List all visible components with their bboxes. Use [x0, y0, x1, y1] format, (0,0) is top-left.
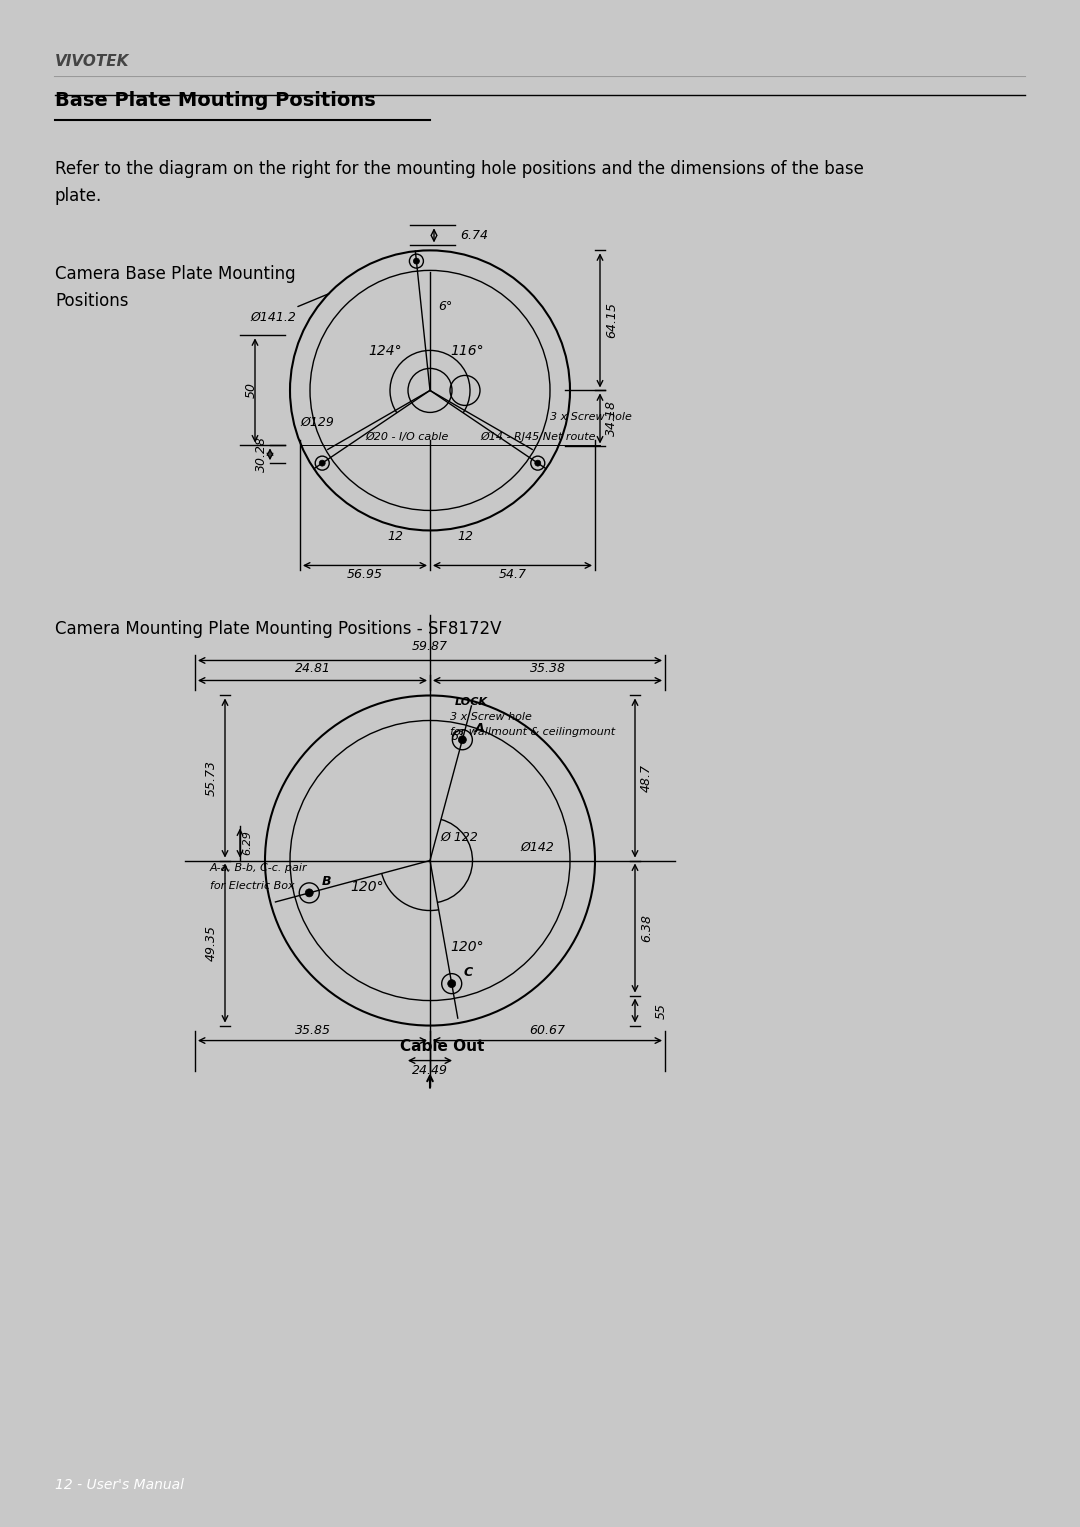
Circle shape — [320, 460, 325, 466]
Text: Ø142: Ø142 — [519, 840, 554, 854]
Text: for Electric Box: for Electric Box — [210, 881, 295, 890]
Text: for wallmount & ceilingmount: for wallmount & ceilingmount — [450, 727, 616, 738]
Text: Cable Out: Cable Out — [400, 1038, 484, 1054]
Text: 24.49: 24.49 — [411, 1064, 448, 1077]
Text: Camera Base Plate Mounting
Positions: Camera Base Plate Mounting Positions — [55, 266, 296, 310]
Text: Ø20 - I/O cable: Ø20 - I/O cable — [365, 432, 448, 443]
Text: B: B — [321, 875, 330, 887]
Circle shape — [458, 736, 467, 744]
Text: 56.95: 56.95 — [347, 568, 383, 582]
Circle shape — [306, 889, 313, 896]
Text: 120°: 120° — [350, 880, 383, 893]
Text: Ø14 - RJ45 Net route: Ø14 - RJ45 Net route — [480, 432, 595, 443]
Text: Base Plate Mouting Positions: Base Plate Mouting Positions — [55, 92, 376, 110]
Text: 12: 12 — [457, 530, 473, 544]
Text: 3 x Screw hole: 3 x Screw hole — [550, 412, 632, 423]
Text: 120°: 120° — [450, 939, 484, 953]
Text: Ø129: Ø129 — [300, 415, 334, 429]
Text: 12 - User's Manual: 12 - User's Manual — [55, 1478, 184, 1492]
Text: 24.81: 24.81 — [295, 663, 330, 675]
Circle shape — [535, 460, 541, 466]
Text: 6°: 6° — [450, 730, 464, 744]
Circle shape — [448, 980, 456, 988]
Text: 60.67: 60.67 — [529, 1023, 566, 1037]
Text: 55: 55 — [654, 1003, 669, 1019]
Text: Ø141.2: Ø141.2 — [249, 293, 329, 324]
Text: 6°: 6° — [438, 301, 453, 313]
Text: 3 x Screw hole: 3 x Screw hole — [450, 713, 531, 722]
Text: VIVOTEK: VIVOTEK — [55, 53, 130, 69]
Text: 6.74: 6.74 — [460, 229, 488, 241]
Text: 54.7: 54.7 — [499, 568, 527, 582]
Text: Ø 122: Ø 122 — [440, 831, 477, 843]
Text: 64.15: 64.15 — [605, 302, 618, 339]
Text: 55.73: 55.73 — [205, 760, 218, 796]
Text: 6.38: 6.38 — [640, 915, 653, 942]
Text: 34.18: 34.18 — [605, 400, 618, 437]
Text: A-a, B-b, C-c. pair: A-a, B-b, C-c. pair — [210, 863, 308, 872]
Text: 49.35: 49.35 — [205, 925, 218, 960]
Text: C: C — [463, 965, 473, 979]
Text: 50: 50 — [245, 382, 258, 399]
Text: Camera Mounting Plate Mounting Positions - SF8172V: Camera Mounting Plate Mounting Positions… — [55, 620, 501, 638]
Text: 59.87: 59.87 — [411, 640, 448, 654]
Text: A: A — [474, 722, 484, 734]
Text: 35.38: 35.38 — [529, 663, 566, 675]
Text: 30.28: 30.28 — [255, 437, 268, 472]
Text: Refer to the diagram on the right for the mounting hole positions and the dimens: Refer to the diagram on the right for th… — [55, 160, 864, 205]
Text: LOCK: LOCK — [455, 698, 488, 707]
Text: 6.29: 6.29 — [242, 831, 252, 855]
Circle shape — [414, 258, 419, 264]
Text: 48.7: 48.7 — [640, 764, 653, 793]
Text: 12: 12 — [387, 530, 403, 544]
Text: 124°: 124° — [368, 345, 402, 359]
Text: 116°: 116° — [450, 345, 484, 359]
Text: 35.85: 35.85 — [295, 1023, 330, 1037]
